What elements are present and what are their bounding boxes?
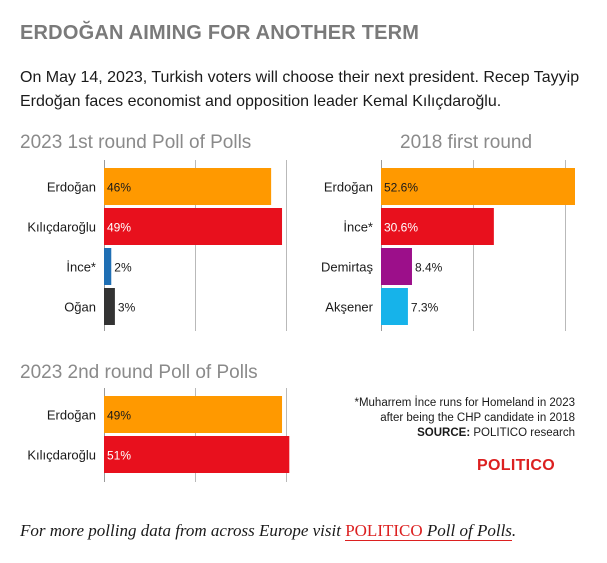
footer: For more polling data from across Europe… [20, 521, 516, 541]
category-label: Demirtaş [321, 260, 374, 275]
poll-of-polls-link-brand: POLITICO [345, 521, 423, 540]
footnote: *Muharrem İnce runs for Homeland in 2023… [354, 396, 575, 441]
footer-prefix: For more polling data from across Europe… [20, 521, 346, 540]
headline: ERDOĞAN AIMING FOR ANOTHER TERM [20, 22, 420, 44]
value-label: 8.4% [415, 261, 443, 275]
bar-4 [381, 288, 408, 325]
value-label: 49% [107, 409, 131, 423]
value-label: 2% [114, 261, 132, 275]
chart-title-2018-first-round: 2018 first round [400, 132, 533, 153]
source-line: SOURCE: POLITICO research [354, 426, 575, 441]
bar-4 [104, 288, 115, 325]
value-label: 49% [107, 221, 131, 235]
bar-2 [104, 436, 290, 473]
bar-3 [381, 248, 412, 285]
bar-1 [104, 168, 272, 205]
poll-of-polls-link-rest: Poll of Polls [422, 521, 512, 540]
category-label: İnce* [66, 260, 96, 275]
value-label: 3% [118, 301, 136, 315]
bar-1 [381, 168, 575, 205]
category-label: Erdoğan [47, 408, 96, 423]
value-label: 30.6% [384, 221, 418, 235]
footnote-line-1: *Muharrem İnce runs for Homeland in 2023 [354, 397, 575, 409]
dek: On May 14, 2023, Turkish voters will cho… [20, 69, 580, 110]
category-label: Erdoğan [47, 180, 96, 195]
chart-2018-first-round: Erdoğan 52.6% İnce* 30.6% Demirtaş 8.4% Akşene… [321, 160, 575, 331]
category-label: Erdoğan [324, 180, 373, 195]
footnote-line-2: after being the CHP candidate in 2018 [380, 412, 575, 424]
category-label: Kılıçdaroğlu [27, 220, 96, 235]
bar-1 [104, 396, 283, 433]
bar-3 [104, 248, 112, 285]
value-label: 51% [107, 449, 131, 463]
footer-suffix: . [511, 521, 517, 540]
chart-title-first-round-2023: 2023 1st round Poll of Polls [20, 132, 252, 153]
bar-2 [381, 208, 494, 245]
category-label: Oğan [64, 300, 96, 315]
chart-first-round-2023: Erdoğan 46% Kılıçdaroğlu 49% İnce* 2% Oğan 3% [27, 160, 287, 331]
politico-logo: POLITICO [477, 457, 555, 474]
category-label: Kılıçdaroğlu [27, 448, 96, 463]
poll-of-polls-link[interactable]: POLITICO Poll of Polls [345, 521, 512, 541]
bar-2 [104, 208, 283, 245]
value-label: 52.6% [384, 181, 418, 195]
source-text: POLITICO research [473, 427, 575, 439]
value-label: 46% [107, 181, 131, 195]
category-label: İnce* [343, 220, 373, 235]
source-label: SOURCE: [417, 427, 471, 439]
value-label: 7.3% [411, 301, 439, 315]
chart-second-round-2023: Erdoğan 49% Kılıçdaroğlu 51% [27, 388, 290, 482]
chart-title-second-round-2023: 2023 2nd round Poll of Polls [20, 362, 258, 383]
category-label: Akşener [325, 300, 373, 315]
